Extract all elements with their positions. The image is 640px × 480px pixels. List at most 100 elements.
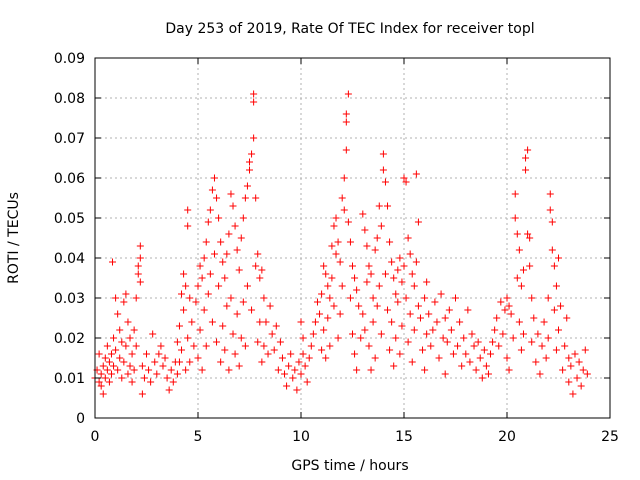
data-point (285, 362, 293, 370)
data-point (223, 250, 231, 258)
data-point (567, 362, 575, 370)
data-point (223, 302, 231, 310)
data-point (328, 274, 336, 282)
data-point (105, 378, 113, 386)
x-tick-label: 20 (498, 429, 516, 445)
data-point (466, 358, 474, 366)
data-point (552, 282, 560, 290)
data-point (258, 358, 266, 366)
data-point (544, 334, 552, 342)
data-point (542, 354, 550, 362)
data-point (293, 386, 301, 394)
data-point (425, 310, 433, 318)
data-point (217, 238, 225, 246)
data-point (155, 350, 163, 358)
data-point (118, 374, 126, 382)
data-point (579, 366, 587, 374)
data-point (309, 330, 317, 338)
data-point (178, 346, 186, 354)
data-point (536, 370, 544, 378)
data-point (427, 342, 435, 350)
data-point (353, 366, 361, 374)
data-point (173, 338, 181, 346)
data-point (219, 258, 227, 266)
data-point (509, 334, 517, 342)
data-point (437, 290, 445, 298)
data-point (213, 338, 221, 346)
data-point (229, 330, 237, 338)
data-point (202, 238, 210, 246)
data-point (336, 310, 344, 318)
data-point (346, 238, 354, 246)
data-point (381, 270, 389, 278)
chart-title: Day 253 of 2019, Rate Of TEC Index for r… (165, 21, 534, 37)
data-point (449, 350, 457, 358)
data-point (196, 262, 204, 270)
data-point (165, 386, 173, 394)
data-point (268, 330, 276, 338)
data-point (394, 266, 402, 274)
data-point (274, 366, 282, 374)
data-point (159, 362, 167, 370)
data-point (254, 250, 262, 258)
data-point (227, 190, 235, 198)
data-point (210, 250, 218, 258)
data-point (219, 322, 227, 330)
data-point (124, 370, 132, 378)
data-point (330, 222, 338, 230)
data-point (526, 262, 534, 270)
data-point (410, 326, 418, 334)
y-axis-label: ROTI / TECUs (6, 192, 22, 284)
data-point (386, 238, 394, 246)
data-point (184, 206, 192, 214)
data-point (441, 314, 449, 322)
data-point (501, 306, 509, 314)
y-tick-label: 0 (76, 411, 85, 427)
data-point (233, 310, 241, 318)
data-point (342, 110, 350, 118)
data-point (147, 378, 155, 386)
data-point (250, 98, 258, 106)
data-point (326, 294, 334, 302)
data-point (435, 354, 443, 362)
data-point (491, 326, 499, 334)
data-point (99, 362, 107, 370)
data-point (460, 334, 468, 342)
data-point (412, 170, 420, 178)
data-point (421, 294, 429, 302)
data-point (419, 346, 427, 354)
data-point (114, 366, 122, 374)
data-point (392, 334, 400, 342)
data-point (186, 358, 194, 366)
data-point (379, 150, 387, 158)
data-point (248, 306, 256, 314)
data-point (573, 374, 581, 382)
data-point (260, 342, 268, 350)
data-point (229, 202, 237, 210)
data-point (534, 330, 542, 338)
data-point (206, 270, 214, 278)
data-point (215, 214, 223, 222)
data-point (367, 270, 375, 278)
data-point (192, 298, 200, 306)
data-point (390, 362, 398, 370)
data-point (540, 318, 548, 326)
data-point (107, 350, 115, 358)
x-tick-label: 0 (91, 429, 100, 445)
data-point (400, 262, 408, 270)
data-point (184, 334, 192, 342)
data-point (338, 194, 346, 202)
grid-lines (95, 58, 610, 418)
data-point (194, 282, 202, 290)
data-point (462, 350, 470, 358)
data-point (99, 390, 107, 398)
x-axis-label: GPS time / hours (291, 458, 408, 474)
data-point (365, 262, 373, 270)
data-point (297, 318, 305, 326)
data-point (206, 206, 214, 214)
data-point (495, 342, 503, 350)
data-point (110, 334, 118, 342)
data-point (138, 390, 146, 398)
data-point (239, 298, 247, 306)
data-point (153, 370, 161, 378)
